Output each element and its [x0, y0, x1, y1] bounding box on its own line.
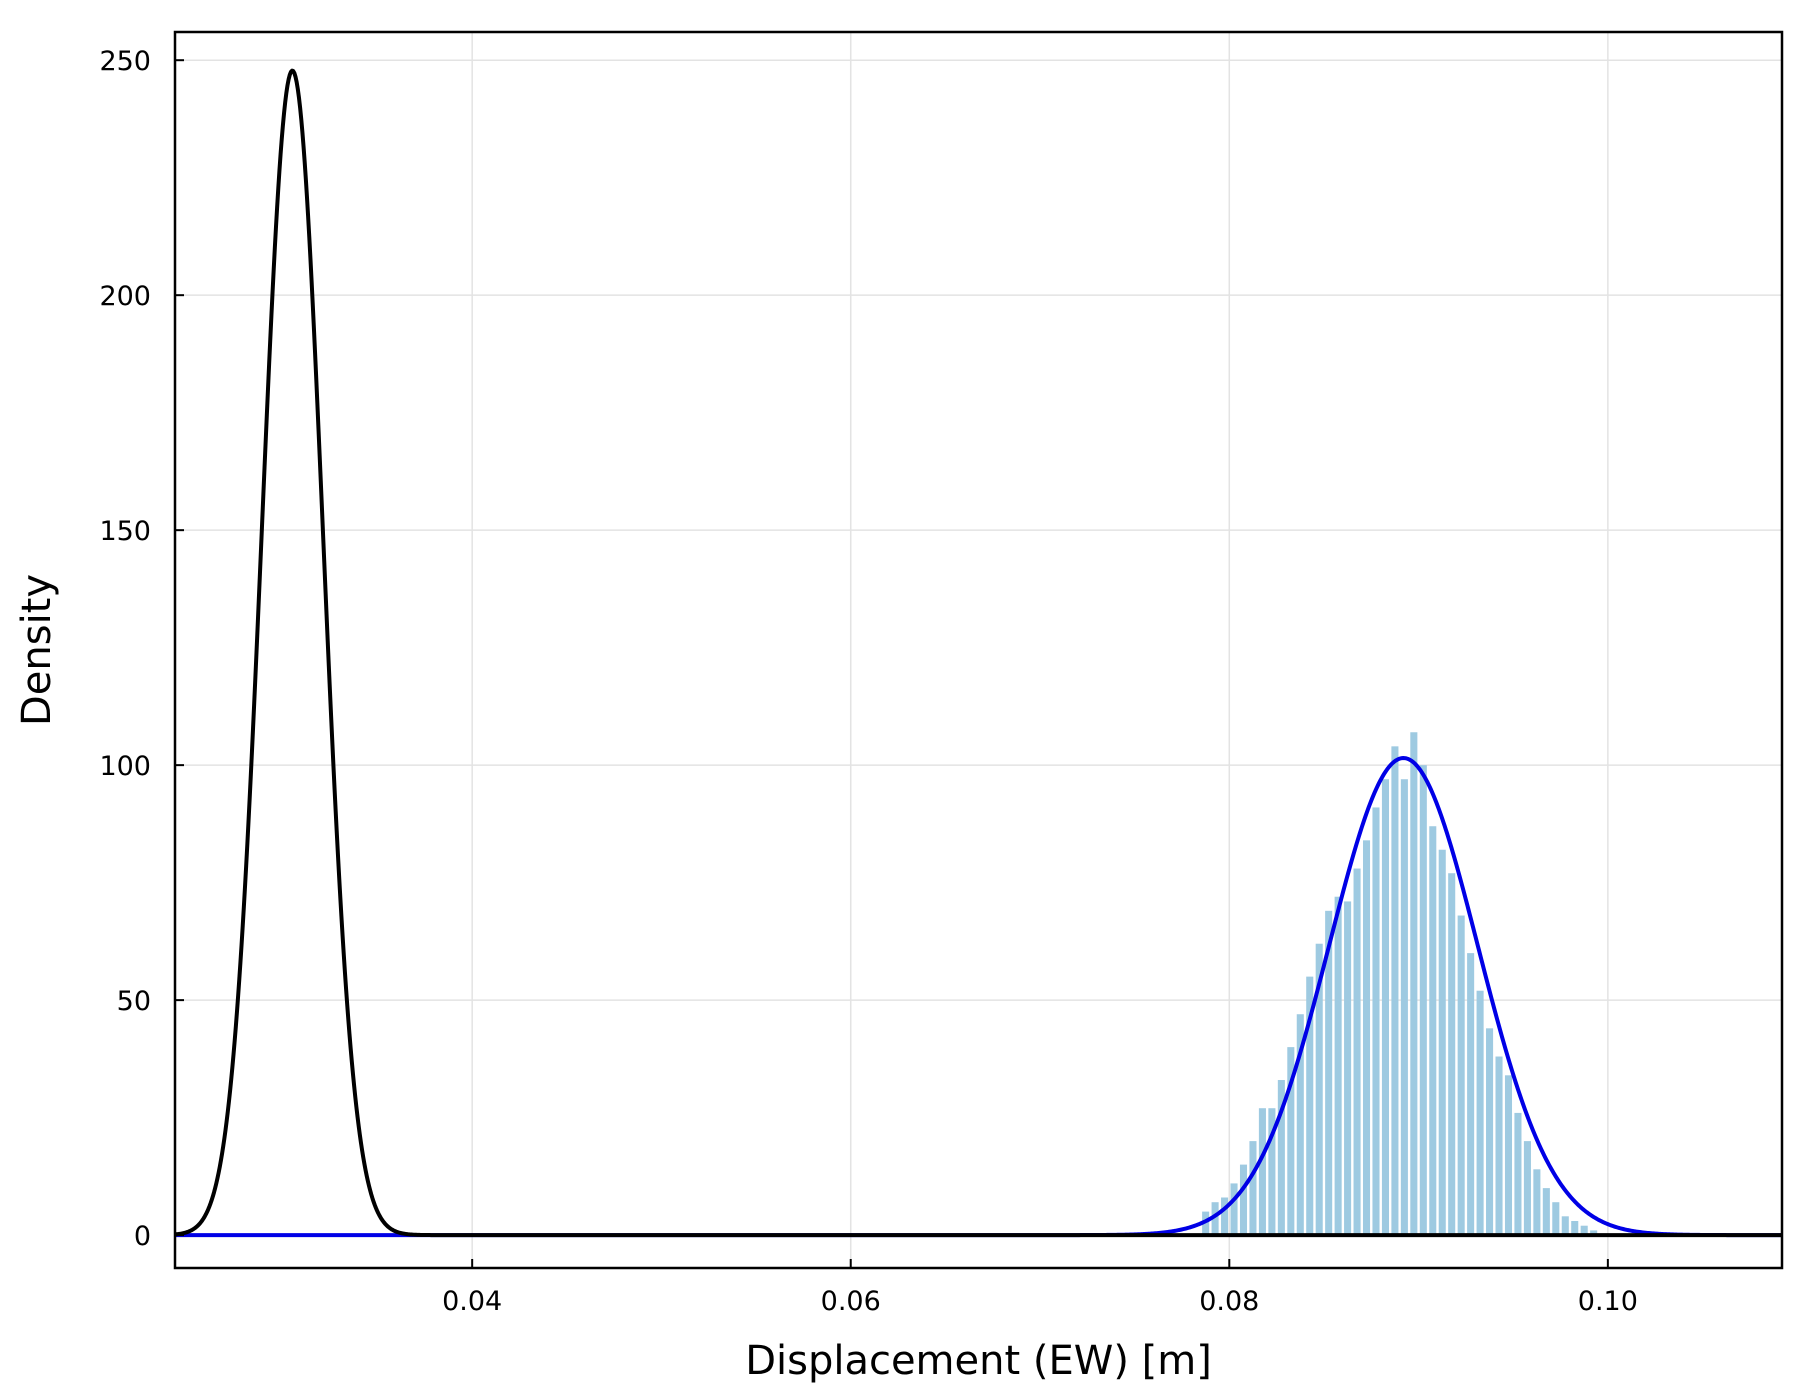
x-tick-label: 0.06 [821, 1286, 881, 1317]
y-tick-label: 100 [99, 751, 151, 782]
histogram-bar [1486, 1028, 1494, 1236]
histogram-bar [1353, 868, 1361, 1236]
x-axis-label: Displacement (EW) [m] [745, 1338, 1212, 1384]
x-axis-ticks: 0.04 0.06 0.08 0.10 [442, 1259, 1638, 1317]
histogram-bar [1249, 1141, 1257, 1236]
histogram-bar [1561, 1216, 1569, 1236]
y-axis-label: Density [14, 574, 60, 726]
histogram-bar [1221, 1197, 1229, 1236]
histogram-bar [1476, 990, 1484, 1236]
y-tick-label: 200 [99, 281, 151, 312]
density-curve [174, 68, 1783, 1238]
y-tick-label: 150 [99, 516, 151, 547]
density-curves [174, 68, 1783, 1238]
histogram-bar [1438, 849, 1446, 1236]
histogram-bar [1230, 1183, 1238, 1236]
histogram-bar [1315, 943, 1323, 1236]
histogram-bar [1362, 840, 1371, 1236]
histogram-bar [1296, 1014, 1304, 1236]
histogram-bar [1457, 915, 1465, 1236]
histogram-bar [1391, 746, 1399, 1236]
histogram-bar [1429, 826, 1437, 1236]
histogram-bar [1400, 779, 1408, 1236]
grid-lines [175, 32, 1782, 1268]
x-tick-label: 0.04 [442, 1286, 502, 1317]
histogram-bars [1202, 732, 1598, 1236]
density-curve [174, 756, 1783, 1238]
histogram-bar [1277, 1080, 1285, 1236]
x-tick-label: 0.10 [1578, 1286, 1638, 1317]
histogram-bar [1523, 1141, 1531, 1236]
histogram-bar [1448, 873, 1456, 1236]
histogram-bar [1344, 901, 1352, 1236]
histogram-bar [1571, 1221, 1579, 1236]
y-tick-label: 250 [99, 46, 151, 77]
histogram-bar [1514, 1112, 1522, 1236]
y-tick-label: 0 [134, 1221, 151, 1252]
histogram-bar [1419, 765, 1427, 1236]
histogram-bar [1211, 1202, 1219, 1236]
histogram-bar [1287, 1047, 1295, 1236]
histogram-bar [1381, 779, 1389, 1236]
histogram-bar [1306, 976, 1314, 1236]
histogram-bar [1410, 732, 1418, 1236]
histogram-bar [1258, 1108, 1266, 1236]
plot-frame [173, 30, 1784, 1270]
histogram-bar [1580, 1225, 1588, 1236]
histogram-bar [1467, 953, 1475, 1236]
histogram-bar [1504, 1075, 1513, 1236]
histogram-bar [1533, 1169, 1541, 1236]
histogram-bar [1334, 896, 1342, 1236]
histogram-bar [1542, 1188, 1550, 1236]
histogram-bar [1552, 1202, 1560, 1236]
y-axis-ticks: 0 50 100 150 200 250 [99, 46, 184, 1252]
histogram-bar [1590, 1230, 1598, 1236]
histogram-bar [1495, 1056, 1503, 1236]
histogram-bar [1239, 1164, 1248, 1236]
histogram-bar [1372, 807, 1380, 1236]
histogram-bar [1325, 910, 1333, 1236]
histogram-bar [1268, 1108, 1276, 1236]
x-tick-label: 0.08 [1199, 1286, 1259, 1317]
y-tick-label: 50 [117, 986, 151, 1017]
